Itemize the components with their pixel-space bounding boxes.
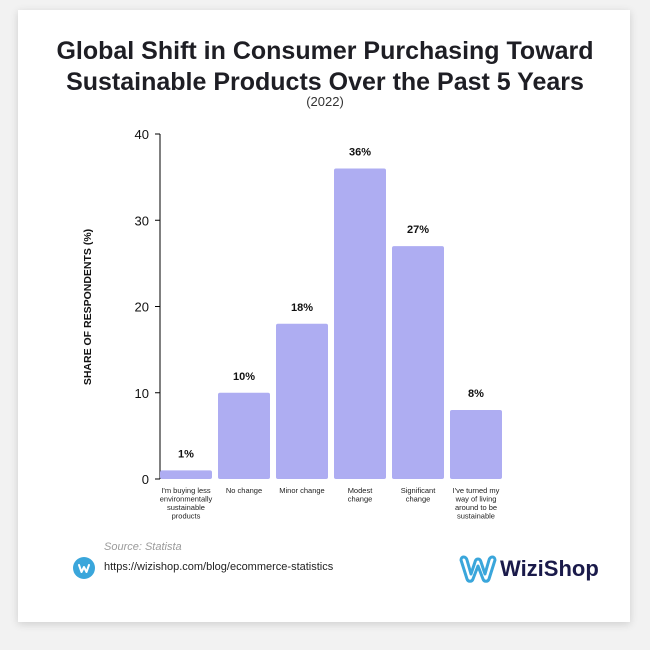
wizishop-logo-icon <box>73 557 95 579</box>
source-note: Source: Statista <box>104 541 182 553</box>
bar[interactable] <box>276 323 328 479</box>
bar[interactable] <box>160 470 212 479</box>
x-category-label: I'm buying less environmentally sustainabl… <box>160 486 213 521</box>
bars: 1% 10% 18% 36% 27% 8% <box>160 147 502 480</box>
bar[interactable] <box>392 246 444 479</box>
x-category-label: Minor change <box>279 486 324 495</box>
x-category-label: No change <box>226 486 262 495</box>
bar-value-label: 8% <box>468 388 484 400</box>
bar[interactable] <box>334 168 386 480</box>
y-axis: 0 10 20 30 40 SHARE OF RESPONDENTS (%) <box>82 127 161 487</box>
wizishop-w-logo-icon <box>459 555 497 583</box>
bar-value-label: 27% <box>407 224 429 236</box>
bar[interactable] <box>218 392 270 479</box>
y-tick-label: 10 <box>135 386 149 401</box>
bar[interactable] <box>450 410 502 479</box>
y-tick-label: 20 <box>135 300 149 315</box>
bar-value-label: 1% <box>178 448 194 460</box>
chart-title-line-1: Global Shift in Consumer Purchasing Towa… <box>56 37 594 65</box>
bar-value-label: 36% <box>349 147 371 159</box>
y-tick-label: 40 <box>135 127 149 142</box>
chart-card <box>18 10 630 622</box>
x-category-label: Significant change <box>401 486 437 504</box>
bar-value-label: 18% <box>291 302 313 314</box>
source-url-link[interactable]: https://wizishop.com/blog/ecommerce-stat… <box>104 561 334 573</box>
x-category-label: I've turned my way of living around to be s… <box>453 486 500 521</box>
y-axis-title: SHARE OF RESPONDENTS (%) <box>82 229 94 385</box>
bar-value-label: 10% <box>233 371 255 383</box>
x-category-label: Modest change <box>348 486 374 504</box>
brand-name: WiziShop <box>500 556 599 581</box>
chart-subtitle: (2022) <box>306 94 344 109</box>
chart-title-line-2: Sustainable Products Over the Past 5 Yea… <box>66 68 584 96</box>
chart-title: Global Shift in Consumer Purchasing Towa… <box>0 36 650 98</box>
x-axis-labels: I'm buying less environmentally sustainabl… <box>160 486 500 521</box>
y-tick-label: 30 <box>135 213 149 228</box>
y-tick-label: 0 <box>142 472 149 487</box>
